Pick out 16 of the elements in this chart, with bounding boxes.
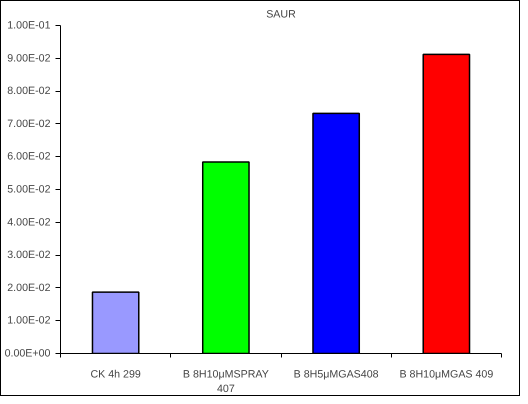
y-tick-label: 1.00E-02 [7,314,51,327]
y-tick-label: 9.00E-02 [7,52,51,64]
y-tick-label: 6.00E-02 [7,150,51,163]
y-tick-label: 5.00E-02 [7,184,51,196]
y-tick-label: 8.00E-02 [7,85,51,98]
x-tick-label: B 8H10μMSPRAY 407 [182,368,269,395]
y-tick-label: 0.00E+00 [4,348,51,360]
y-tick-label: 7.00E-02 [7,118,51,130]
y-tick-label: 1.00E-01 [7,20,51,32]
x-tick-label: B 8H5μMGAS408 [294,368,379,380]
chart-title: SAUR [266,8,296,20]
x-tick-label: CK 4h 299 [90,368,141,380]
x-tick-label: B 8H10μMGAS 409 [399,368,494,380]
y-tick-label: 2.00E-02 [7,282,51,294]
y-tick-label: 3.00E-02 [7,249,51,262]
y-tick-label: 4.00E-02 [7,216,51,228]
